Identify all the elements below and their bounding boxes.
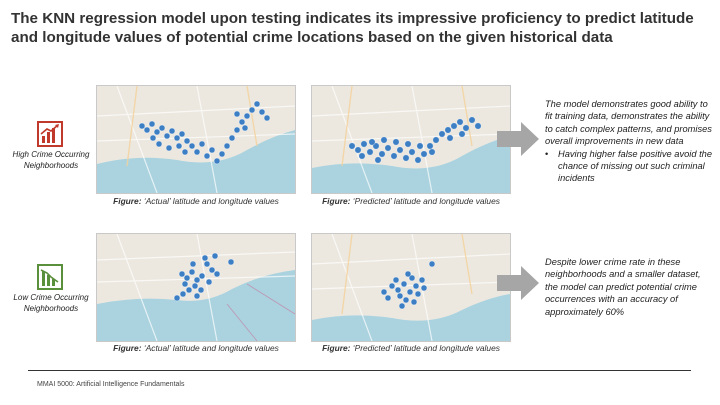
caption-bold: Figure:	[113, 343, 142, 353]
caption-text: ‘Predicted’ latitude and longitude value…	[350, 196, 500, 206]
map-actual-low-crime-graphic	[97, 234, 295, 341]
footer-divider	[28, 370, 691, 371]
map-predicted-high-crime	[311, 85, 511, 194]
description-high-crime: The model demonstrates good ability to f…	[545, 98, 715, 185]
map-predicted-low-crime	[311, 233, 511, 342]
caption-actual-low-crime: Figure: ‘Actual’ latitude and longitude …	[96, 343, 296, 354]
caption-actual-high-crime: Figure: ‘Actual’ latitude and longitude …	[96, 196, 296, 207]
map-actual-high-crime-graphic	[97, 86, 295, 193]
description-text: The model demonstrates good ability to f…	[545, 99, 712, 147]
caption-text: ‘Actual’ latitude and longitude values	[141, 343, 279, 353]
footer-text: MMAI 5000: Artificial Intelligence Funda…	[37, 381, 185, 388]
caption-bold: Figure:	[113, 196, 142, 206]
caption-predicted-high-crime: Figure: ‘Predicted’ latitude and longitu…	[311, 196, 511, 207]
map-actual-high-crime	[96, 85, 296, 194]
caption-bold: Figure:	[322, 196, 351, 206]
caption-predicted-low-crime: Figure: ‘Predicted’ latitude and longitu…	[311, 343, 511, 354]
map-predicted-low-crime-graphic	[312, 234, 510, 341]
arrow-right-icon	[497, 266, 539, 300]
map-predicted-high-crime-graphic	[312, 86, 510, 193]
row-label-high-crime: High Crime Occurring Neighborhoods	[12, 150, 90, 170]
map-actual-low-crime	[96, 233, 296, 342]
caption-bold: Figure:	[322, 343, 351, 353]
description-bullet: Having higher false positive avoid the c…	[545, 148, 715, 185]
bar-chart-icon	[37, 121, 63, 147]
bar-chart-icon	[37, 264, 63, 290]
arrow-right-icon	[497, 122, 539, 156]
caption-text: ‘Actual’ latitude and longitude values	[141, 196, 279, 206]
slide-title: The KNN regression model upon testing in…	[11, 10, 694, 46]
description-low-crime: Despite lower crime rate in these neighb…	[545, 257, 701, 317]
caption-text: ‘Predicted’ latitude and longitude value…	[350, 343, 500, 353]
row-label-low-crime: Low Crime Occurring Neighborhoods	[13, 293, 89, 313]
description-bullets: Having higher false positive avoid the c…	[545, 148, 715, 185]
